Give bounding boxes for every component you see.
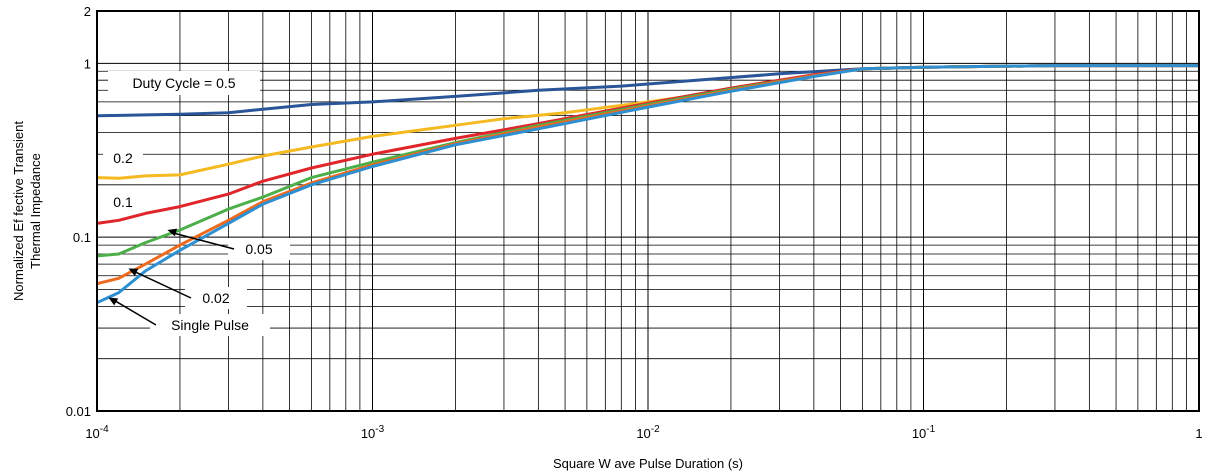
y-axis-title-line-2: Thermal Impedance bbox=[28, 153, 43, 269]
annotation-box-5 bbox=[150, 314, 270, 336]
annotation-box-0 bbox=[108, 71, 260, 95]
annotation-box-3 bbox=[228, 238, 290, 260]
x-axis-title: Square W ave Pulse Duration (s) bbox=[553, 456, 743, 471]
annotation-arrow-line-5 bbox=[114, 299, 157, 326]
y-tick-label: 2 bbox=[84, 4, 91, 19]
y-tick-label: 1 bbox=[84, 56, 91, 71]
annotation-box-1 bbox=[103, 148, 143, 168]
annotation-arrowhead-4 bbox=[128, 268, 139, 276]
annotation-label-2: 0.1 bbox=[113, 194, 133, 210]
annotation-arrowhead-3 bbox=[167, 228, 178, 237]
annotation-box-4 bbox=[185, 287, 247, 309]
x-tick-label: 10-4 bbox=[85, 424, 109, 441]
annotation-arrow-line-3 bbox=[173, 232, 235, 250]
x-tick-label: 1 bbox=[1195, 426, 1202, 441]
annotation-arrowhead-5 bbox=[108, 297, 119, 306]
annotation-label-5: Single Pulse bbox=[171, 317, 249, 333]
tick-labels: 0.01 0.1 1 2 10-4 10-3 10-2 10-1 1 bbox=[66, 4, 1203, 441]
x-tick-label: 10-3 bbox=[361, 424, 385, 441]
annotation-label-4: 0.02 bbox=[202, 290, 229, 306]
series-layer bbox=[96, 64, 1199, 305]
annotation-label-1: 0.2 bbox=[113, 150, 133, 166]
plot-frame bbox=[96, 10, 1200, 412]
x-tick-label: 10-1 bbox=[912, 424, 936, 441]
y-tick-label: 0.1 bbox=[73, 230, 91, 245]
x-tick-label: 10-2 bbox=[636, 424, 660, 441]
annotation-box-2 bbox=[103, 192, 143, 212]
annotation-label-0: Duty Cycle = 0.5 bbox=[132, 75, 235, 91]
y-tick-label: 0.01 bbox=[66, 404, 91, 419]
annotations: Duty Cycle = 0.5 0.2 0.1 0.05 0.02 Single Pul… bbox=[103, 71, 290, 336]
annotation-label-3: 0.05 bbox=[245, 241, 272, 257]
grid bbox=[96, 10, 1199, 412]
y-axis-title-line-1: Normalized Ef fective Transient bbox=[11, 121, 26, 301]
series-line-5 bbox=[96, 64, 1199, 305]
annotation-arrow-line-4 bbox=[134, 270, 192, 299]
